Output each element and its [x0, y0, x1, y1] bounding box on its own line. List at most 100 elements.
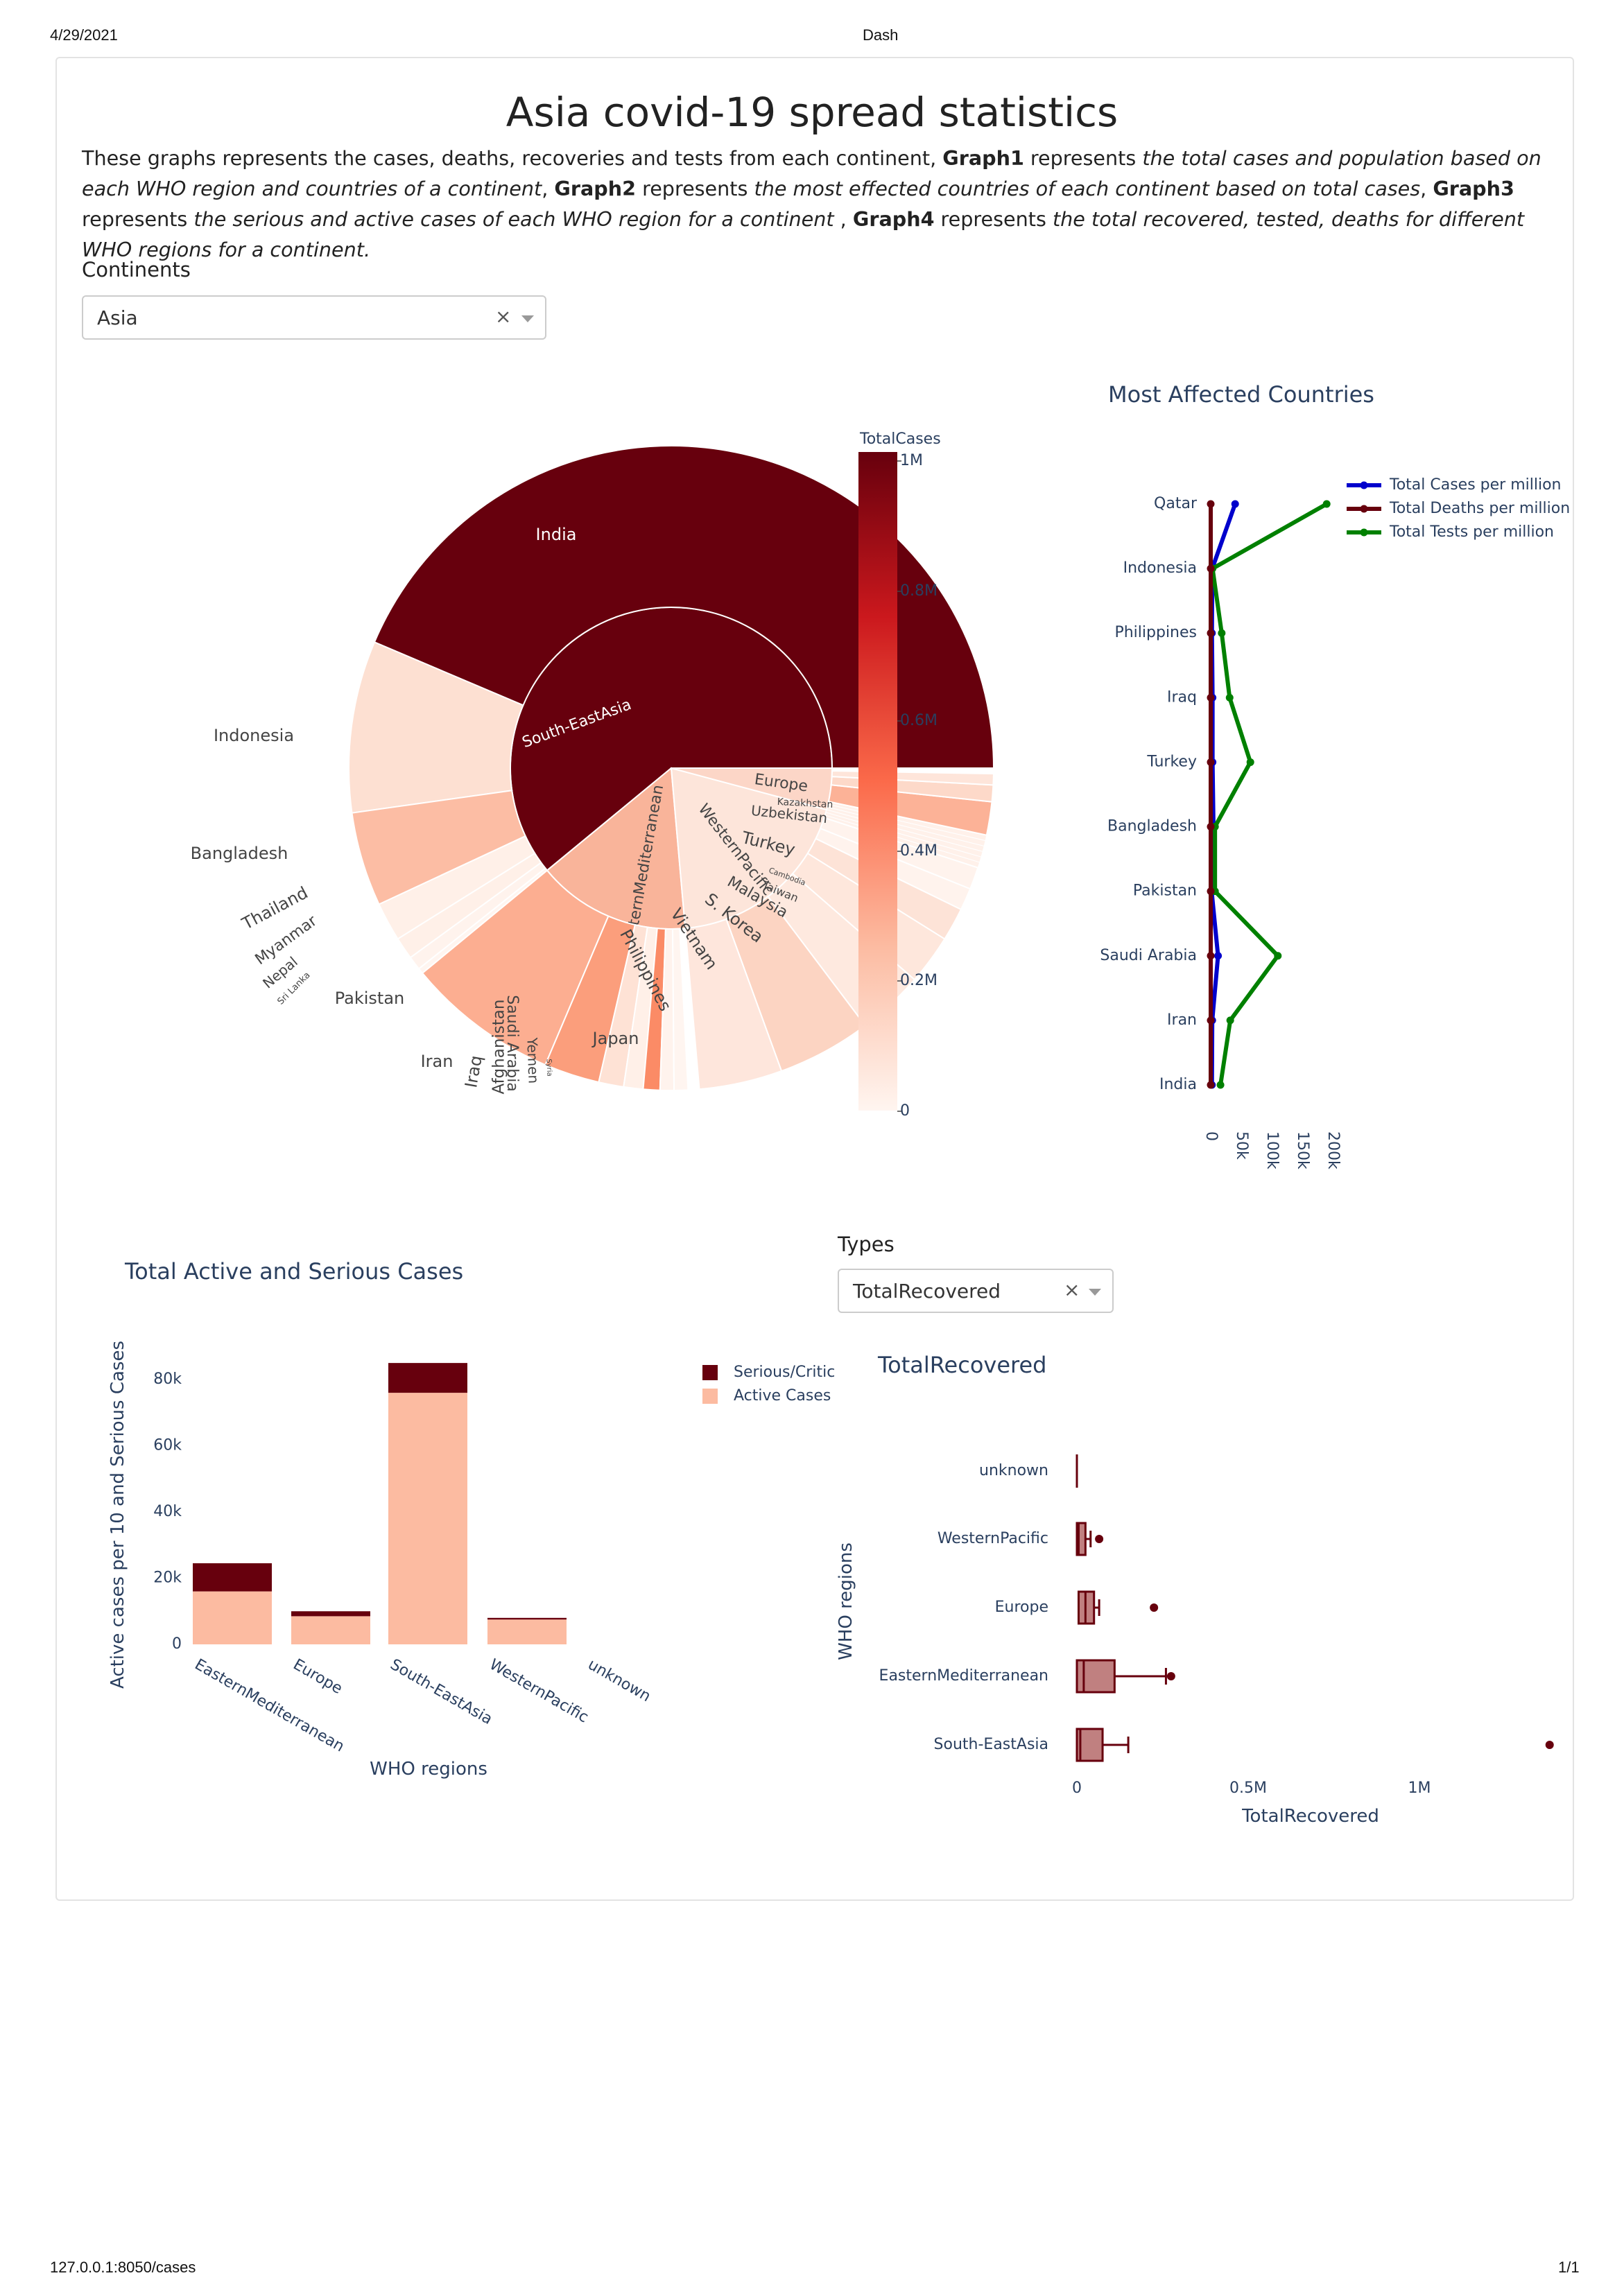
line-series-point — [1207, 564, 1215, 573]
bar-chart-x-tick: Europe — [290, 1656, 345, 1698]
legend-label: Total Cases per million — [1389, 476, 1562, 494]
bar-active-cases — [487, 1619, 567, 1644]
page-title: Asia covid-19 spread statistics — [506, 89, 1118, 136]
sunburst-country-segment — [351, 790, 527, 905]
description-segment: Graph1 — [942, 146, 1024, 170]
box-plot-outlier — [1545, 1741, 1554, 1749]
print-url: 127.0.0.1:8050/cases — [50, 2259, 196, 2276]
bar-serious-cases — [388, 1363, 467, 1393]
line-chart-x-tick: 150k — [1294, 1131, 1311, 1169]
box-chart-x-tick: 1M — [1408, 1780, 1431, 1797]
legend-swatch — [702, 1389, 718, 1404]
line-series-point — [1207, 693, 1215, 702]
chevron-down-icon[interactable] — [1089, 1289, 1101, 1296]
bar-chart-y-tick: 60k — [153, 1437, 182, 1454]
sunburst-country-label: Afghanistan — [490, 1000, 508, 1095]
sunburst-country-segment — [623, 926, 658, 1090]
line-series-point — [1226, 1016, 1234, 1025]
page-description: These graphs represents the cases, death… — [82, 143, 1545, 265]
colorbar-tick-label: 0 — [900, 1102, 910, 1120]
line-chart-category-label: Saudi Arabia — [1100, 947, 1197, 964]
line-chart-title: Most Affected Countries — [1108, 381, 1374, 408]
colorbar-tick-label: 1M — [900, 452, 923, 469]
continents-dropdown[interactable]: Asia × — [82, 295, 546, 340]
sunburst-country-label: India — [536, 525, 577, 544]
line-series-point — [1207, 1016, 1215, 1025]
bar-chart-y-tick: 0 — [172, 1635, 182, 1653]
box-chart-x-tick: 0.5M — [1229, 1780, 1267, 1797]
line-series-point — [1207, 629, 1215, 637]
bar-chart-title: Total Active and Serious Cases — [124, 1258, 463, 1285]
sunburst-country-label: Iraq — [461, 1054, 486, 1089]
types-label: Types — [838, 1233, 895, 1256]
clear-icon[interactable]: × — [1064, 1278, 1080, 1301]
description-segment: Graph2 — [554, 177, 636, 200]
types-dropdown[interactable]: TotalRecovered × — [838, 1269, 1114, 1313]
continents-selected-value: Asia — [97, 306, 138, 329]
box-chart-y-label: WHO regions — [836, 1542, 856, 1660]
bar-serious-cases — [487, 1617, 567, 1620]
line-series-path — [1210, 502, 1328, 1086]
sunburst-country-segment — [672, 928, 689, 1091]
line-series-point — [1246, 758, 1254, 766]
line-series-point — [1207, 823, 1215, 831]
description-segment: the total recovered, tested, deaths for … — [82, 207, 1525, 261]
line-chart-x-tick: 100k — [1263, 1131, 1281, 1169]
clear-icon[interactable]: × — [495, 305, 512, 328]
line-chart-category-label: Qatar — [1154, 495, 1198, 512]
sunburst-country-segment — [373, 445, 995, 769]
description-segment: , — [833, 207, 853, 231]
bar-active-cases — [193, 1591, 272, 1644]
box-chart-x-label: TotalRecovered — [1241, 1806, 1379, 1827]
line-chart-category-label: Turkey — [1146, 753, 1197, 770]
box-chart-category-label: unknown — [979, 1462, 1048, 1479]
sunburst-country-segment — [598, 923, 648, 1088]
sunburst-country-segment — [378, 835, 536, 940]
bar-chart-x-tick: WesternPacific — [486, 1656, 591, 1727]
line-series-point — [1231, 500, 1239, 508]
description-segment: , — [542, 177, 555, 200]
box-plot-outlier — [1166, 1672, 1175, 1680]
box-plot-outlier — [1150, 1603, 1159, 1612]
line-chart-category-label: Bangladesh — [1107, 818, 1197, 835]
sunburst-country-label: Pakistan — [335, 989, 405, 1008]
legend-label: Total Tests per million — [1389, 523, 1554, 541]
bar-chart-y-tick: 20k — [153, 1569, 182, 1587]
types-selected-value: TotalRecovered — [853, 1280, 1001, 1303]
legend-swatch — [702, 1365, 718, 1380]
line-series-point — [1322, 500, 1331, 508]
sunburst-country-segment — [642, 928, 666, 1091]
line-chart-category-label: India — [1159, 1076, 1197, 1093]
bar-chart-y-tick: 40k — [153, 1503, 182, 1520]
description-segment: the most effected countries of each cont… — [754, 177, 1421, 200]
sunburst-country-label: Syria — [545, 1059, 553, 1077]
line-chart-category-label: Philippines — [1114, 624, 1197, 641]
description-segment: represents — [1023, 146, 1143, 170]
bar-chart-y-label: Active cases per 10 and Serious Cases — [107, 1341, 128, 1689]
box-plot-box — [1076, 1659, 1116, 1694]
line-chart-category-label: Iraq — [1167, 688, 1197, 706]
sunburst-country-label: Kazakhstan — [777, 797, 833, 810]
line-series-point — [1218, 629, 1226, 637]
print-page-count: 1/1 — [1558, 2259, 1580, 2276]
legend-swatch-marker — [1360, 528, 1368, 537]
line-chart-category-label: Indonesia — [1123, 559, 1197, 577]
bar-active-cases — [291, 1616, 370, 1644]
box-chart-category-label: Europe — [995, 1599, 1048, 1616]
legend-label: Serious/Critic — [734, 1364, 835, 1381]
sunburst-country-segment — [684, 918, 783, 1090]
sunburst-country-label: Indonesia — [214, 726, 294, 745]
line-series-point — [1216, 1081, 1225, 1089]
colorbar — [858, 452, 897, 1111]
line-series-point — [1207, 887, 1215, 896]
line-series-point — [1207, 500, 1215, 508]
colorbar-tick-label: 0.6M — [900, 712, 938, 729]
description-segment: represents — [635, 177, 754, 200]
colorbar-tick-label: 0.8M — [900, 582, 938, 600]
legend-swatch-marker — [1360, 505, 1368, 513]
sunburst-country-segment — [348, 641, 524, 814]
chevron-down-icon[interactable] — [521, 315, 534, 322]
sunburst-country-label: Saudi Arabia — [503, 995, 521, 1092]
sunburst-country-segment — [397, 852, 542, 959]
colorbar-title: TotalCases — [859, 430, 941, 448]
